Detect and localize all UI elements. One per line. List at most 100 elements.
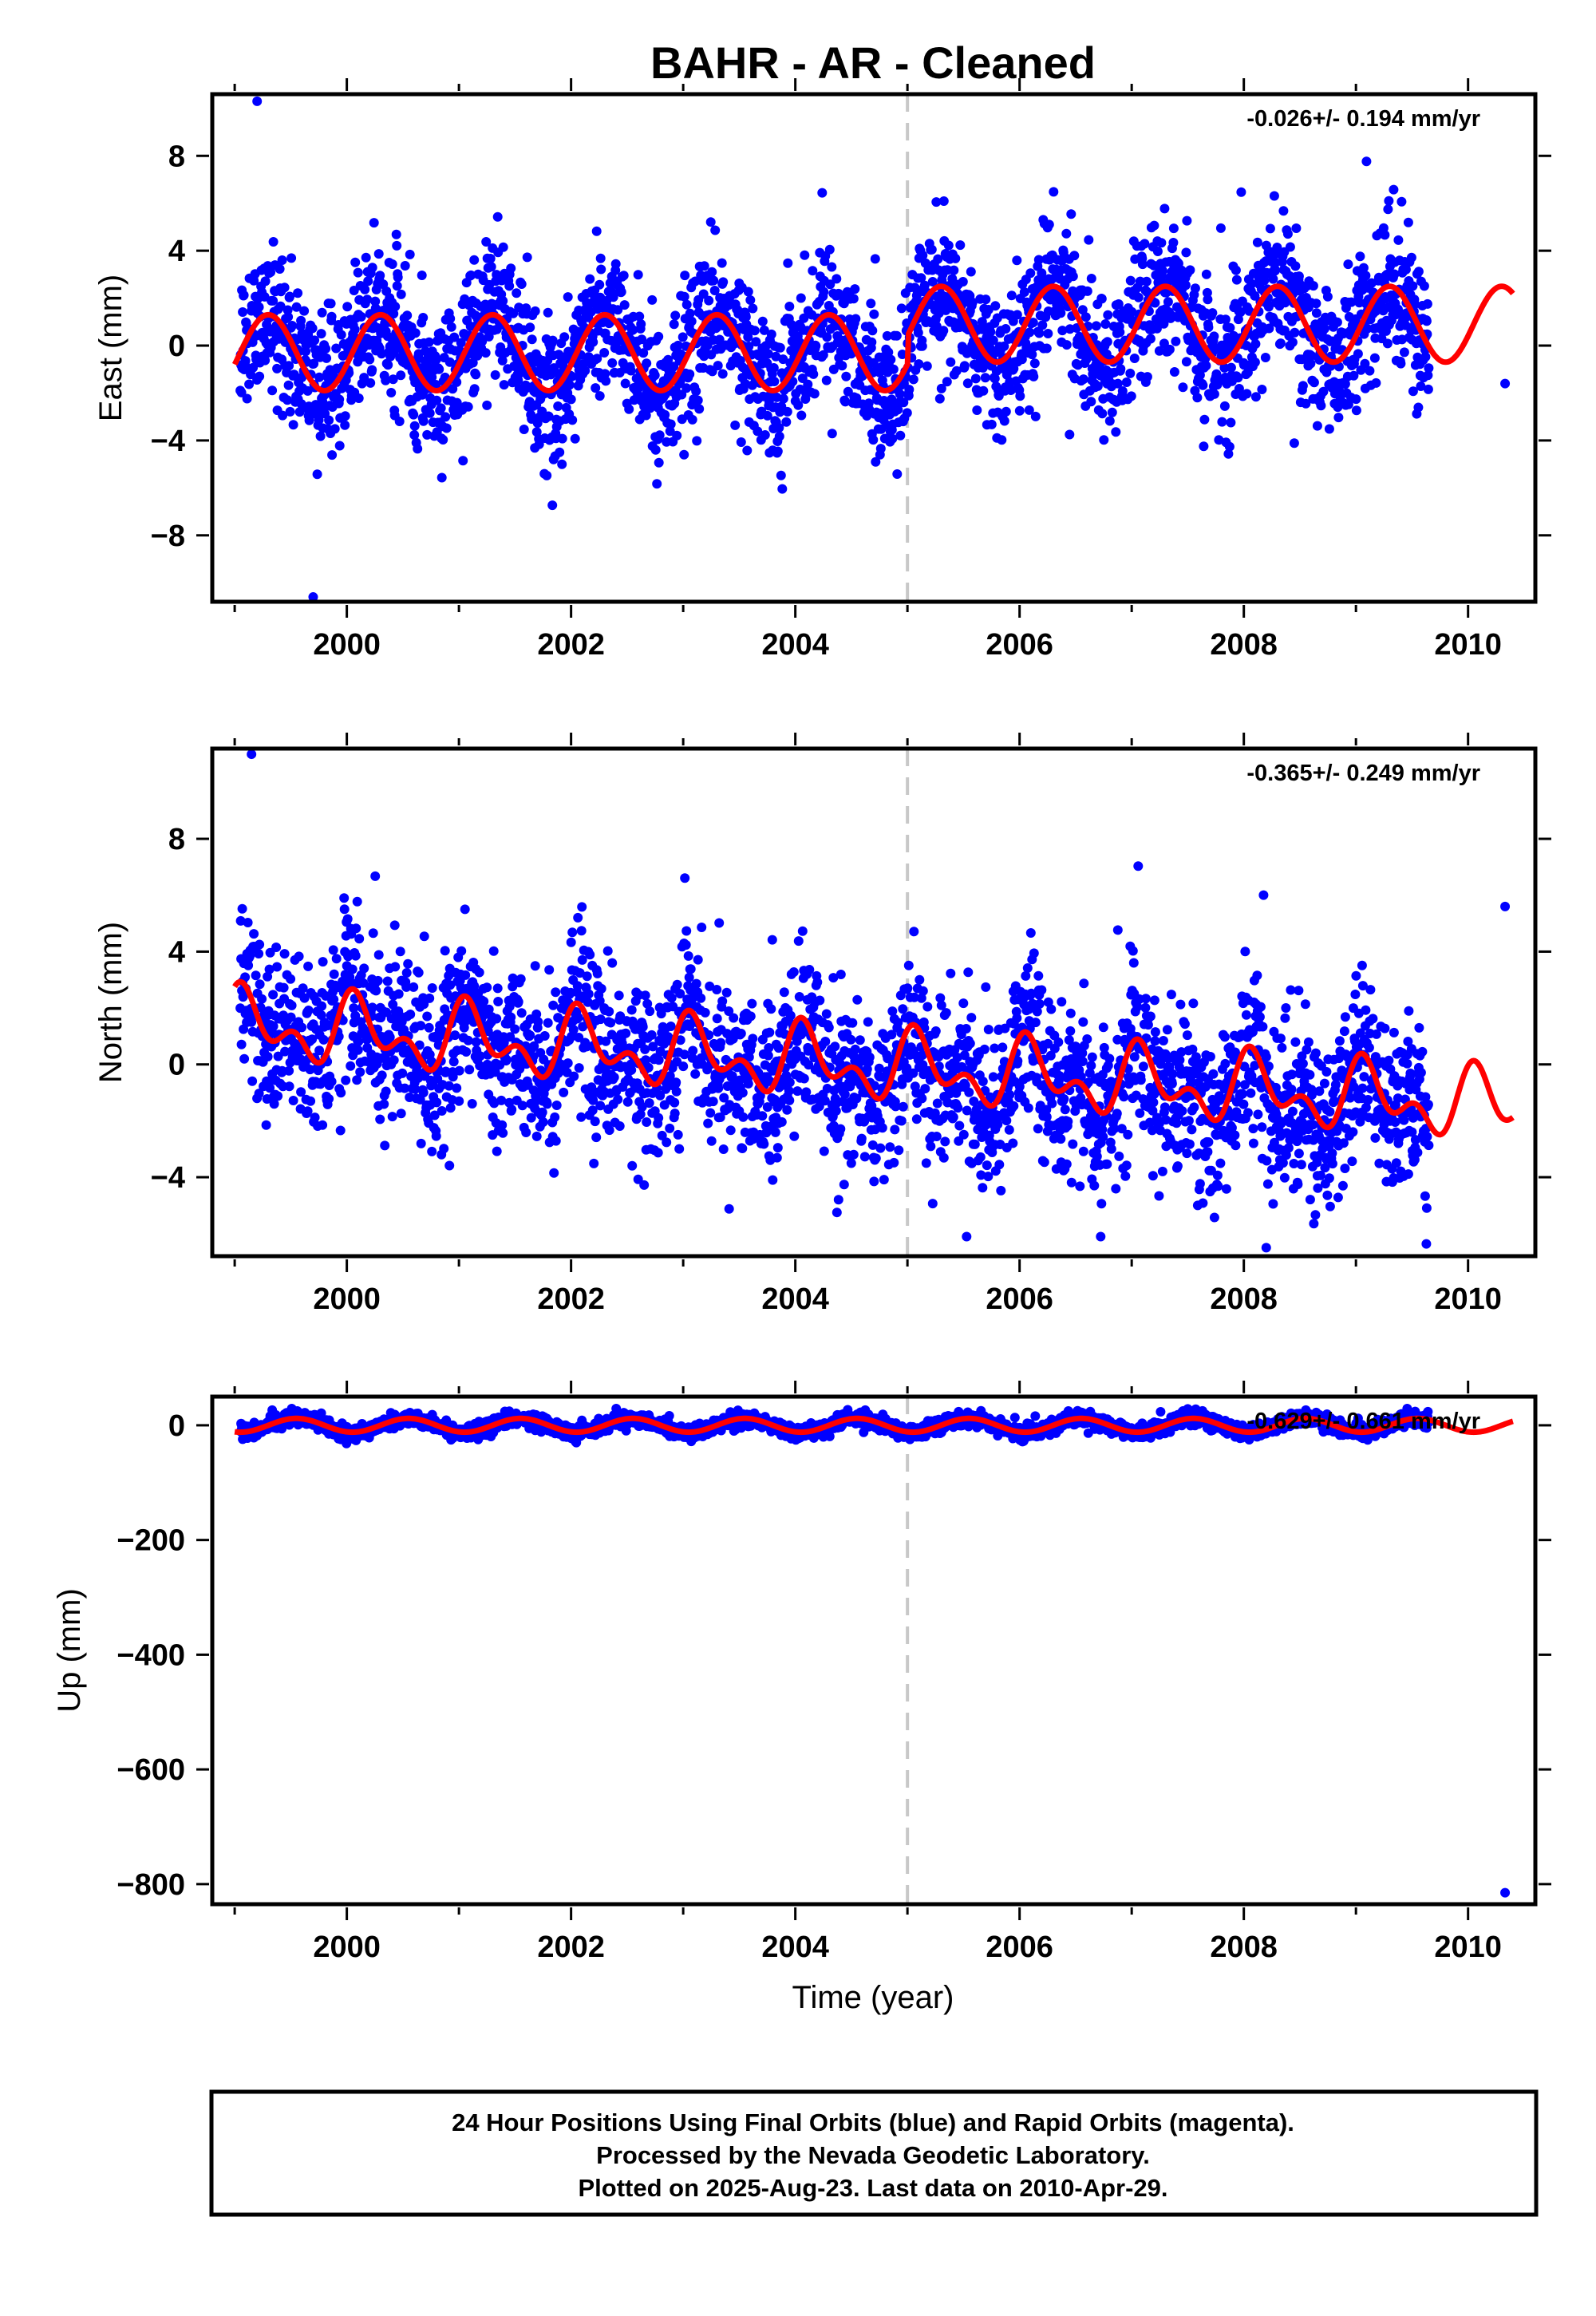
data-point [1157, 266, 1167, 276]
data-point [867, 1140, 878, 1150]
data-point [875, 1143, 886, 1153]
data-point [567, 927, 578, 938]
data-point [570, 433, 580, 444]
data-point [1145, 334, 1156, 344]
data-point [538, 1117, 548, 1127]
data-point [737, 1144, 748, 1153]
data-point [388, 374, 398, 385]
data-point [781, 417, 792, 427]
data-point [416, 1138, 426, 1148]
data-point [469, 255, 480, 265]
data-point [247, 1076, 258, 1086]
data-point [589, 1158, 599, 1168]
data-point [768, 363, 779, 373]
data-point [318, 1120, 328, 1130]
data-point [999, 416, 1009, 426]
data-point [508, 308, 519, 318]
data-point [766, 329, 776, 339]
data-point [1154, 1191, 1164, 1201]
data-point [1190, 283, 1200, 294]
data-point [507, 1105, 517, 1115]
data-point [1382, 338, 1393, 349]
data-point [743, 1078, 753, 1089]
data-point [567, 371, 577, 381]
data-point [653, 1148, 663, 1158]
data-point [521, 1128, 531, 1137]
data-point [637, 334, 647, 345]
data-point [1223, 449, 1234, 459]
data-point [899, 397, 909, 408]
data-point [1075, 1181, 1085, 1192]
data-point [1114, 1151, 1124, 1161]
data-point [634, 311, 645, 322]
data-point [645, 1006, 655, 1017]
data-point [339, 904, 350, 915]
data-point [1282, 229, 1293, 239]
data-point [809, 389, 820, 399]
data-point [921, 1158, 931, 1168]
data-point [492, 1146, 502, 1156]
data-points [235, 749, 1511, 1253]
data-point [654, 1055, 664, 1065]
data-point-outlier [1500, 378, 1511, 389]
data-point [736, 437, 746, 447]
data-point [730, 420, 741, 430]
data-point [761, 1128, 772, 1138]
data-point [600, 369, 610, 379]
data-point [719, 1093, 729, 1103]
data-point [363, 276, 373, 287]
data-point [440, 946, 450, 956]
data-point [796, 293, 806, 303]
data-point [613, 305, 623, 315]
data-point [547, 335, 558, 346]
data-point [498, 296, 508, 306]
data-point [743, 332, 753, 342]
data-point [414, 1040, 425, 1050]
data-point [1306, 358, 1316, 369]
data-point [557, 433, 567, 444]
data-point [867, 1101, 877, 1111]
data-point [445, 1103, 456, 1113]
data-point [685, 308, 695, 318]
data-point [941, 1008, 951, 1018]
data-point [1089, 1180, 1100, 1191]
data-point [530, 961, 540, 971]
data-point [817, 188, 828, 198]
data-point [618, 271, 629, 281]
data-point [917, 1093, 927, 1104]
data-point [380, 1140, 390, 1151]
data-point [242, 393, 252, 404]
data-point [772, 1143, 783, 1153]
data-point [687, 414, 697, 425]
data-point [1013, 1056, 1023, 1066]
data-point [1092, 1152, 1102, 1161]
data-point [318, 957, 328, 967]
data-point [588, 1095, 598, 1105]
data-point [1413, 402, 1424, 413]
data-point [764, 1043, 774, 1053]
data-point [403, 958, 413, 969]
data-point [1021, 970, 1031, 981]
data-point [1396, 358, 1406, 369]
x-tick-label: 2010 [1434, 628, 1502, 662]
data-point [437, 472, 447, 483]
data-point [958, 998, 969, 1009]
data-point [986, 419, 997, 429]
data-point [260, 355, 271, 366]
data-point [293, 288, 303, 298]
data-point [1065, 429, 1075, 440]
data-point [485, 254, 496, 263]
data-point [782, 1105, 792, 1115]
data-point [359, 963, 369, 974]
data-point [381, 1086, 391, 1097]
data-point [1150, 1036, 1160, 1046]
data-point [350, 257, 361, 267]
data-point [882, 330, 892, 341]
data-point [1424, 363, 1434, 373]
data-point [656, 1009, 666, 1019]
data-point [606, 1018, 616, 1028]
data-point [1032, 1006, 1042, 1017]
data-point [683, 951, 693, 961]
data-point [527, 334, 537, 345]
data-point [736, 1029, 746, 1038]
